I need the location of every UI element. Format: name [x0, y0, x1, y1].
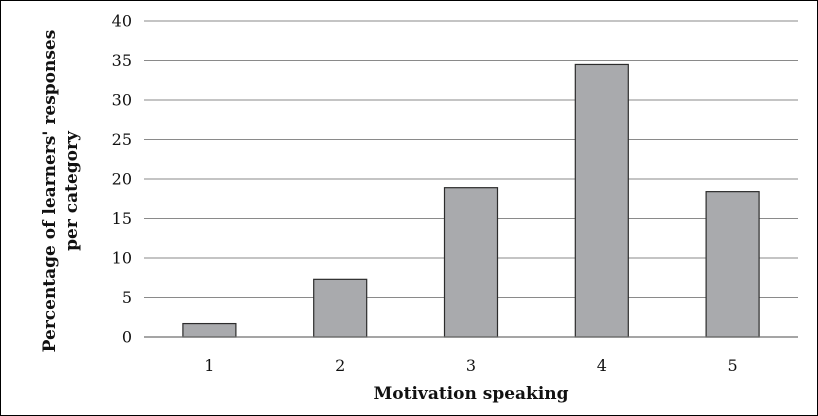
bars [182, 63, 760, 338]
y-axis-title-line-2: per category [62, 130, 82, 251]
x-tick-label: 1 [204, 356, 214, 375]
bar-5 [705, 191, 760, 338]
bar-3 [443, 187, 499, 338]
y-tick-label: 25 [112, 130, 132, 149]
y-tick-label: 10 [112, 249, 132, 268]
x-tick-label: 5 [728, 356, 738, 375]
x-axis-title: Motivation speaking [373, 384, 568, 404]
bar-1 [182, 322, 237, 338]
y-tick-labels: 0 5 10 15 20 25 30 35 40 [112, 12, 132, 347]
x-tick-label: 4 [597, 356, 607, 375]
x-tick-label: 2 [335, 356, 345, 375]
y-tick-label: 35 [112, 51, 132, 70]
y-tick-label: 15 [112, 209, 132, 228]
y-tick-label: 20 [112, 170, 132, 189]
y-tick-label: 5 [122, 288, 132, 307]
y-axis-title-line-1: Percentage of learners' responses [40, 30, 60, 353]
bar-4 [574, 63, 629, 338]
x-tick-label: 3 [466, 356, 476, 375]
bar-2 [313, 278, 368, 338]
y-axis-title: Percentage of learners' responses per ca… [40, 30, 82, 353]
y-tick-label: 0 [122, 328, 132, 347]
x-tick-labels: 1 2 3 4 5 [204, 356, 737, 375]
y-tick-label: 30 [112, 91, 132, 110]
y-tick-label: 40 [112, 12, 132, 31]
